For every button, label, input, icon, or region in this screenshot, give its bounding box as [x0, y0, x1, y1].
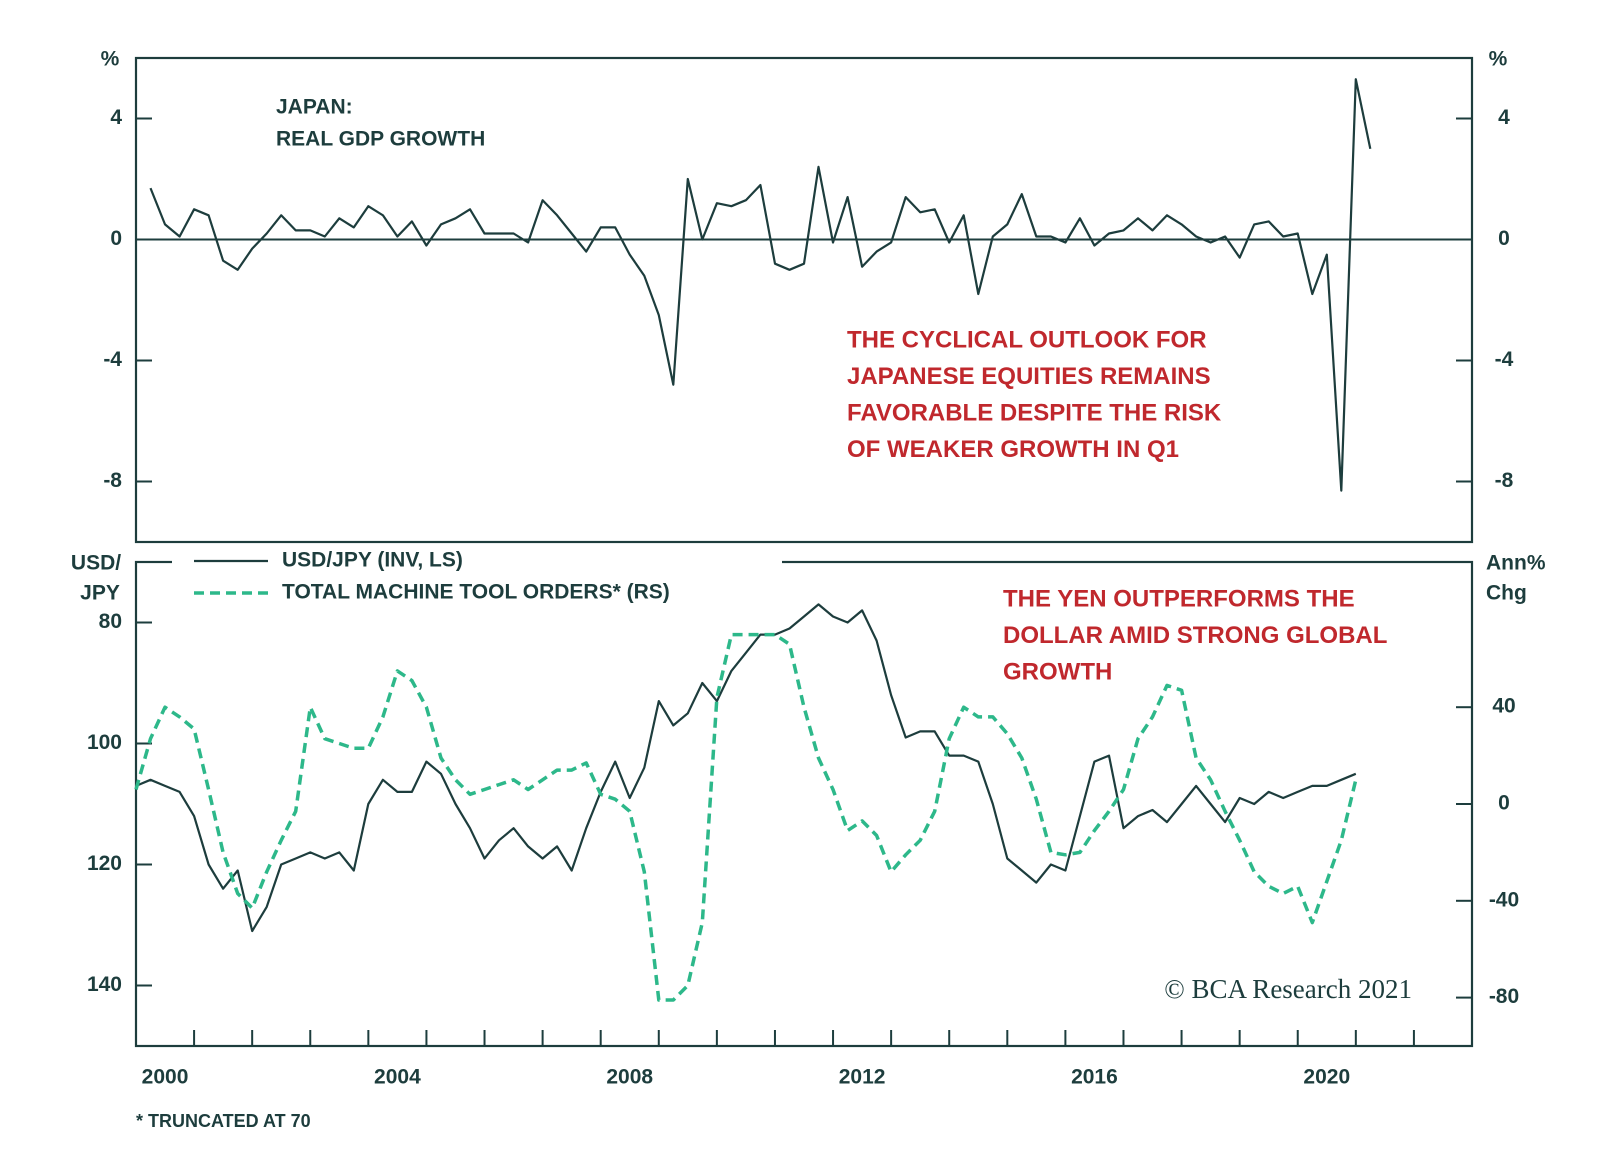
x-tick-label: 2020	[1303, 1066, 1350, 1089]
annotation: THE CYCLICAL OUTLOOK FOR	[847, 326, 1207, 353]
y-axis-label: JPY	[80, 582, 120, 605]
y-tick-label: 4	[110, 106, 122, 129]
y2-tick-label: 0	[1498, 792, 1510, 815]
annotation: FAVORABLE DESPITE THE RISK	[847, 399, 1222, 426]
legend-background	[172, 558, 782, 566]
x-tick-label: 2000	[142, 1066, 189, 1089]
y-tick-label: -8	[103, 469, 122, 492]
y2-tick-label: -40	[1489, 888, 1519, 911]
y2-tick-label: -8	[1495, 469, 1514, 492]
y2-tick-label: 4	[1498, 106, 1510, 129]
line-series	[149, 78, 1372, 492]
annotation: OF WEAKER GROWTH IN Q1	[847, 436, 1179, 463]
annotation: DOLLAR AMID STRONG GLOBAL	[1003, 622, 1387, 649]
y-tick-label: 120	[87, 852, 122, 875]
x-tick-label: 2004	[374, 1066, 421, 1089]
footnote: * TRUNCATED AT 70	[136, 1111, 311, 1131]
y-axis-label: USD/	[71, 552, 121, 575]
chart-title: JAPAN:	[276, 96, 353, 119]
x-tick-label: 2012	[839, 1066, 886, 1089]
y-tick-label: 0	[110, 227, 122, 250]
y-tick-label: -4	[103, 348, 122, 371]
y-axis-label: %	[101, 48, 120, 71]
y-tick-label: 100	[87, 731, 122, 754]
y2-tick-label: -4	[1495, 348, 1514, 371]
annotation: JAPANESE EQUITIES REMAINS	[847, 363, 1211, 390]
y2-axis-label: %	[1489, 48, 1508, 71]
y-tick-label: 140	[87, 973, 122, 996]
plot-frame	[134, 56, 1474, 544]
annotation: THE YEN OUTPERFORMS THE	[1003, 585, 1355, 612]
y2-axis-label: Chg	[1486, 582, 1527, 605]
legend-label: TOTAL MACHINE TOOL ORDERS* (RS)	[282, 581, 670, 604]
y2-tick-label: -80	[1489, 985, 1519, 1008]
y2-tick-label: 40	[1492, 695, 1515, 718]
line-series	[135, 603, 1357, 933]
annotation: GROWTH	[1003, 658, 1112, 685]
y-tick-label: 80	[99, 610, 122, 633]
line-series	[134, 632, 1358, 1002]
x-tick-label: 2016	[1071, 1066, 1118, 1089]
legend-label: USD/JPY (INV, LS)	[282, 549, 463, 572]
y2-tick-label: 0	[1498, 227, 1510, 250]
credit: © BCA Research 2021	[1164, 974, 1412, 1004]
chart-subtitle: REAL GDP GROWTH	[276, 128, 485, 151]
y2-axis-label: Ann%	[1486, 552, 1546, 575]
x-tick-label: 2008	[606, 1066, 653, 1089]
